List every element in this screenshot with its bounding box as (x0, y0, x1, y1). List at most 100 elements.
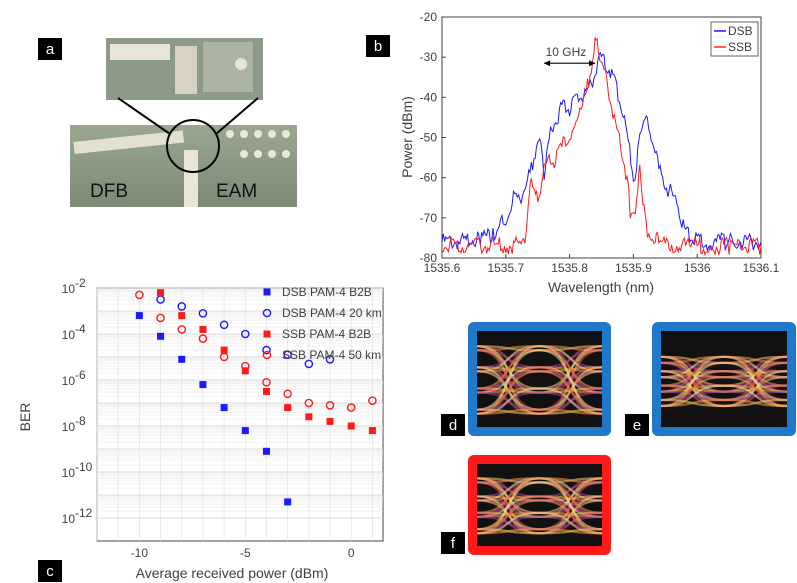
svg-text:-12: -12 (75, 506, 93, 520)
ber-xtick-label: -10 (131, 546, 149, 560)
ber-point (241, 367, 249, 375)
svg-text:-10: -10 (75, 460, 93, 474)
spectrum-xtick-label: 1536 (684, 261, 711, 275)
ber-point (219, 352, 229, 362)
spectrum-chart: 1535.6 1535.7 1535.8 1535.9 1536 1536.1 -20 -30… (399, 10, 780, 295)
ber-point (283, 389, 292, 399)
ber-xtick-label: 0 (348, 546, 355, 560)
eye-diagram-d: d (441, 322, 611, 436)
svg-text:-8: -8 (75, 414, 86, 428)
spectrum-ytick-label: -30 (420, 50, 438, 64)
spectrum-annotation-text: 10 GHz (546, 45, 587, 59)
spectrum-ytick-label: -70 (420, 211, 438, 225)
ber-grid (96, 287, 383, 541)
ber-point (262, 377, 271, 387)
chip-photo: DFB EAM (70, 38, 297, 207)
ber-plot-area (96, 287, 384, 542)
photo-zoom-line-right (215, 97, 259, 135)
ber-ytick-label: 10 -2 (62, 276, 86, 296)
photo-zoom-circle (166, 119, 220, 173)
spectrum-legend-ssb: SSB (728, 40, 752, 54)
svg-text:10: 10 (62, 282, 76, 296)
photo-inset-bond (235, 58, 247, 70)
ber-legend-marker (262, 308, 272, 318)
spectrum-xtick-label: 1535.8 (551, 261, 588, 275)
ber-point (304, 398, 314, 408)
ber-legend-1: DSB PAM-4 20 km (282, 306, 382, 320)
ber-point (283, 350, 292, 360)
ber-point (241, 427, 249, 435)
spectrum-ytick-label: -80 (420, 251, 438, 265)
ber-xlabel: Average received power (dBm) (136, 565, 329, 581)
ber-ytick-label: 10 -10 (62, 460, 93, 480)
ber-point (368, 396, 377, 406)
ber-point (199, 381, 207, 389)
svg-text:-6: -6 (75, 368, 86, 382)
ber-point (262, 447, 270, 455)
ber-ytick-label: 10 -12 (62, 506, 93, 526)
eye-e-traces (660, 355, 788, 408)
spectrum-ytick-label: -50 (420, 131, 438, 145)
ber-point (219, 320, 229, 330)
eye-diagram-e: e (625, 322, 796, 436)
spectrum-arrowhead-right (589, 60, 596, 67)
ber-point (304, 359, 314, 369)
ber-legend-marker (262, 350, 272, 360)
eye-d-traces (476, 345, 603, 415)
ber-point (325, 354, 335, 364)
ber-point (198, 308, 208, 318)
ber-point (325, 400, 335, 410)
ber-series (135, 289, 377, 506)
ber-point (368, 427, 376, 435)
ber-point (199, 325, 207, 333)
spectrum-ylabel: Power (dBm) (399, 96, 415, 178)
spectrum-xtick-label: 1535.9 (615, 261, 652, 275)
spectrum-xlabel: Wavelength (nm) (548, 279, 654, 295)
ber-ytick-label: 10 -4 (62, 322, 86, 342)
photo-label-eam: EAM (216, 181, 257, 202)
photo-inset-waveguide (110, 44, 170, 60)
ber-point (157, 289, 165, 297)
svg-text:-4: -4 (75, 322, 86, 336)
ber-series-3 (135, 290, 377, 412)
spectrum-series-ssb (441, 37, 762, 257)
spectrum-annotation: 10 GHz (544, 45, 596, 67)
ber-xtick-label: -5 (240, 546, 251, 560)
ber-legend-marker (263, 330, 271, 338)
photo-interface (184, 150, 198, 207)
ber-point (177, 302, 187, 311)
ber-ylabel: BER (17, 403, 33, 432)
ber-point (284, 498, 292, 506)
ber-point (220, 404, 228, 412)
photo-label-dfb: DFB (90, 181, 128, 202)
svg-text:10: 10 (62, 466, 76, 480)
panel-label-e: e (633, 417, 641, 434)
ber-series-2 (157, 289, 376, 435)
svg-text:a: a (46, 41, 55, 58)
ber-point (240, 361, 250, 371)
ber-point (240, 329, 250, 339)
ber-point (262, 345, 271, 355)
panel-label-a: a (38, 38, 62, 60)
ber-point (157, 332, 165, 340)
panel-label-b: b (366, 35, 390, 57)
photo-zoom-line-left (117, 97, 171, 135)
svg-text:-2: -2 (75, 276, 86, 290)
ber-point (305, 413, 313, 421)
spectrum-ytick-label: -60 (420, 171, 438, 185)
ber-ytick-label: 10 -6 (62, 368, 86, 388)
panel-label-d: d (449, 417, 457, 434)
ber-legend-0: DSB PAM-4 B2B (282, 285, 372, 299)
photo-inset-junction (175, 46, 197, 94)
spectrum-series (441, 37, 762, 257)
ber-point (135, 312, 143, 320)
svg-text:10: 10 (62, 328, 76, 342)
ber-point (346, 403, 356, 412)
ber-series-0 (135, 312, 292, 506)
ber-point (156, 313, 165, 323)
spectrum-xtick-label: 1535.7 (487, 261, 524, 275)
panel-label-f: f (451, 535, 456, 552)
ber-point (220, 346, 228, 354)
